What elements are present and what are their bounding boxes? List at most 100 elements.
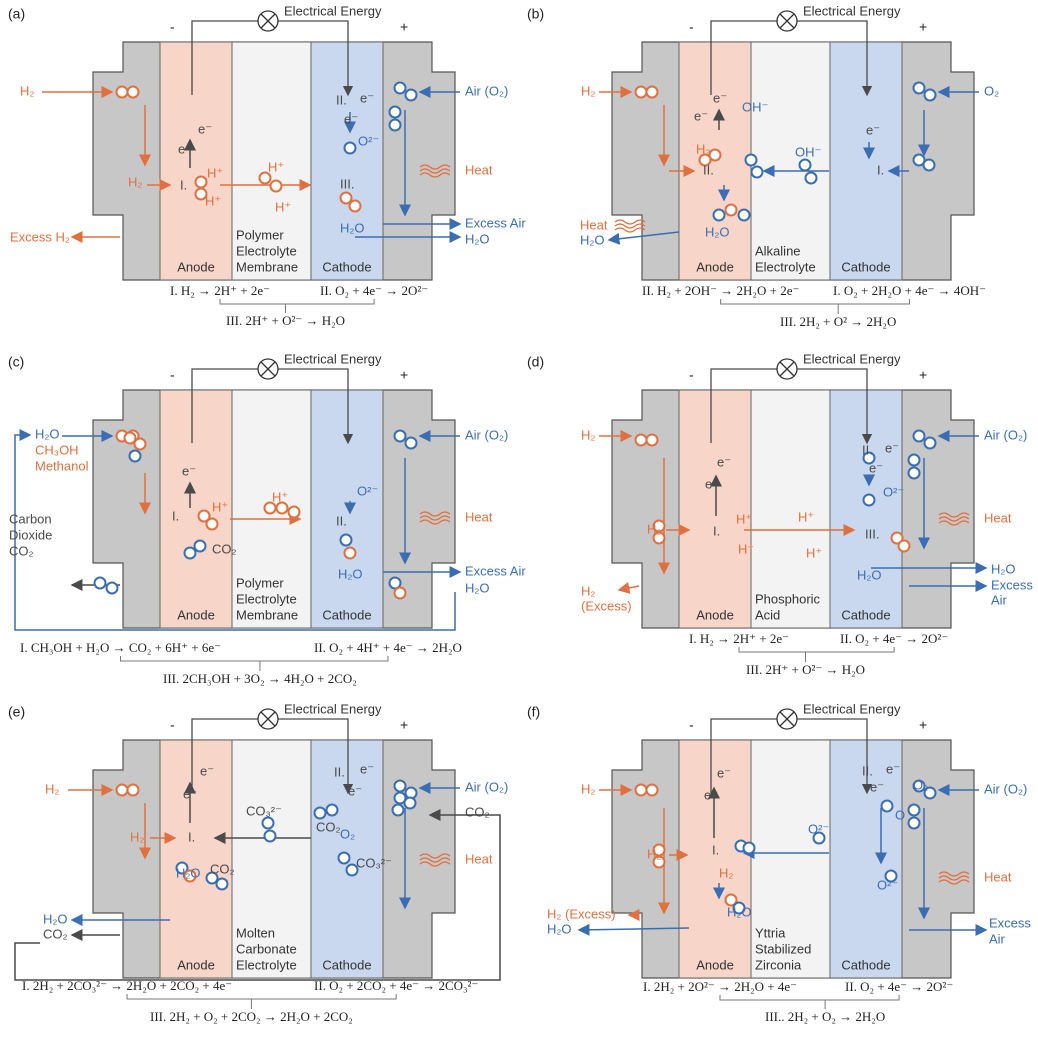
molecule [744, 153, 758, 167]
molecule [907, 803, 921, 817]
cathode-label: Cathode [322, 607, 371, 622]
diagram-text: Air (O₂) [465, 83, 508, 98]
molecule [261, 816, 275, 830]
cathode-label: Cathode [841, 259, 890, 274]
diagram-text: H₂O [43, 911, 68, 926]
electrolyte-label: Molten [236, 925, 275, 940]
equation: III. 2H₂ + O₂ + 2CO₂ → 2H₂O + 2CO₂ [150, 1009, 353, 1024]
panel: (f) Electrical Energy - + Anode Cathode Yttria… [527, 701, 1031, 1024]
diagram-text: e⁻ [348, 783, 362, 798]
molecule [258, 171, 272, 185]
diagram-text: CO₂ [212, 541, 237, 556]
cathode-layer [829, 41, 903, 281]
equation: I. 2H₂ + 2CO₃²⁻ → 2H₂O + 2CO₂ + 4e⁻ [22, 978, 232, 993]
molecule [391, 803, 405, 817]
molecule [912, 153, 926, 167]
anode-layer [159, 739, 233, 979]
electrolyte-label: Electrolyte [236, 957, 297, 972]
diagram-text: e⁻ [869, 460, 883, 475]
diagram-text: O²⁻ [357, 483, 378, 498]
diagram-text: O₂ [984, 83, 999, 98]
molecule [634, 433, 648, 447]
molecule [175, 861, 189, 875]
diagram-text: CO₂ [316, 819, 341, 834]
diagram-text: O₂ [340, 826, 355, 841]
electrolyte-label: Electrolyte [755, 259, 816, 274]
diagram-text: e⁻ [713, 90, 727, 105]
diagram-text: O₂ [913, 777, 928, 792]
panel-label: (d) [527, 354, 544, 370]
diagram-text: Heat [465, 851, 493, 866]
equation: II. H₂ + 2OH⁻ → 2H₂O + 2e⁻ [642, 283, 799, 298]
diagram-text: Excess [991, 577, 1033, 592]
molecule [912, 429, 926, 443]
electrolyte-label: Electrolyte [236, 591, 297, 606]
electrolyte-label: Stabilized [755, 941, 811, 956]
energy-label: Electrical Energy [803, 351, 901, 366]
heat-wave [419, 857, 451, 863]
diagram-text: H⁺ [272, 489, 288, 504]
molecule [862, 451, 876, 465]
diagram-text: CO₂ [210, 861, 235, 876]
diagram-text: H₂ (Excess) [547, 906, 616, 921]
anode-label: Anode [177, 607, 215, 622]
heat-wave [938, 512, 970, 518]
molecule [287, 505, 301, 519]
panel-label: (c) [8, 354, 24, 370]
diagram-text: Heat [465, 509, 493, 524]
diagram-text: H₂O [340, 220, 365, 235]
molecule [634, 783, 648, 797]
diagram-text: e⁻ [694, 108, 708, 123]
molecule [732, 901, 746, 915]
flow-arrow [617, 582, 640, 594]
electrolyte-label: Acid [755, 607, 780, 622]
diagram-text: H₂O [991, 561, 1016, 576]
molecule [348, 199, 362, 213]
diagram-text: I. [180, 177, 187, 192]
load-cross [779, 711, 795, 727]
electrolyte-layer [750, 41, 831, 281]
cathode-layer [310, 389, 384, 629]
molecule [634, 85, 648, 99]
diagram-text: Air (O₂) [984, 427, 1027, 442]
diagram-text: H₂ [581, 427, 595, 442]
heat-wave [614, 223, 646, 229]
diagram-text: e⁻ [360, 761, 374, 776]
electrolyte-label: Phosphoric [755, 591, 821, 606]
circuit-wire [191, 368, 348, 443]
molecule [884, 869, 898, 883]
molecule [404, 436, 418, 450]
heat-wave [419, 511, 451, 517]
heat-wave [938, 879, 970, 885]
electrolyte-label: Yttria [755, 925, 786, 940]
minus-terminal: - [689, 19, 694, 35]
diagram-text: H₂O [338, 566, 363, 581]
molecule [912, 81, 926, 95]
anode-label: Anode [177, 259, 215, 274]
heat-wave [614, 219, 646, 225]
molecule [393, 81, 407, 95]
diagram-text: H₂O [857, 567, 882, 582]
diagram-text: H⁺ [736, 511, 752, 526]
anode-layer [678, 389, 752, 629]
diagram-text: Excess [989, 915, 1031, 930]
heat-wave [419, 164, 451, 170]
diagram-text: Methanol [35, 458, 89, 473]
molecule [126, 783, 140, 797]
diagram-text: II. [703, 162, 714, 177]
equation-bracket [219, 298, 375, 313]
heat-wave [419, 861, 451, 867]
diagram-text: O²⁻ [877, 877, 898, 892]
cathode-label: Cathode [841, 607, 890, 622]
panel-label: (a) [8, 6, 25, 22]
diagram-text: II. [336, 513, 347, 528]
molecule [193, 539, 207, 553]
molecule [923, 436, 937, 450]
molecule [393, 791, 407, 805]
equation: I. H₂ → 2H⁺ + 2e⁻ [170, 283, 270, 298]
equation-bracket [720, 298, 910, 314]
diagram-text: e⁻ [870, 779, 884, 794]
diagram-text: (Excess) [581, 598, 632, 613]
diagram-text: CO₃²⁻ [356, 855, 392, 870]
diagram-text: H₂ [130, 829, 144, 844]
